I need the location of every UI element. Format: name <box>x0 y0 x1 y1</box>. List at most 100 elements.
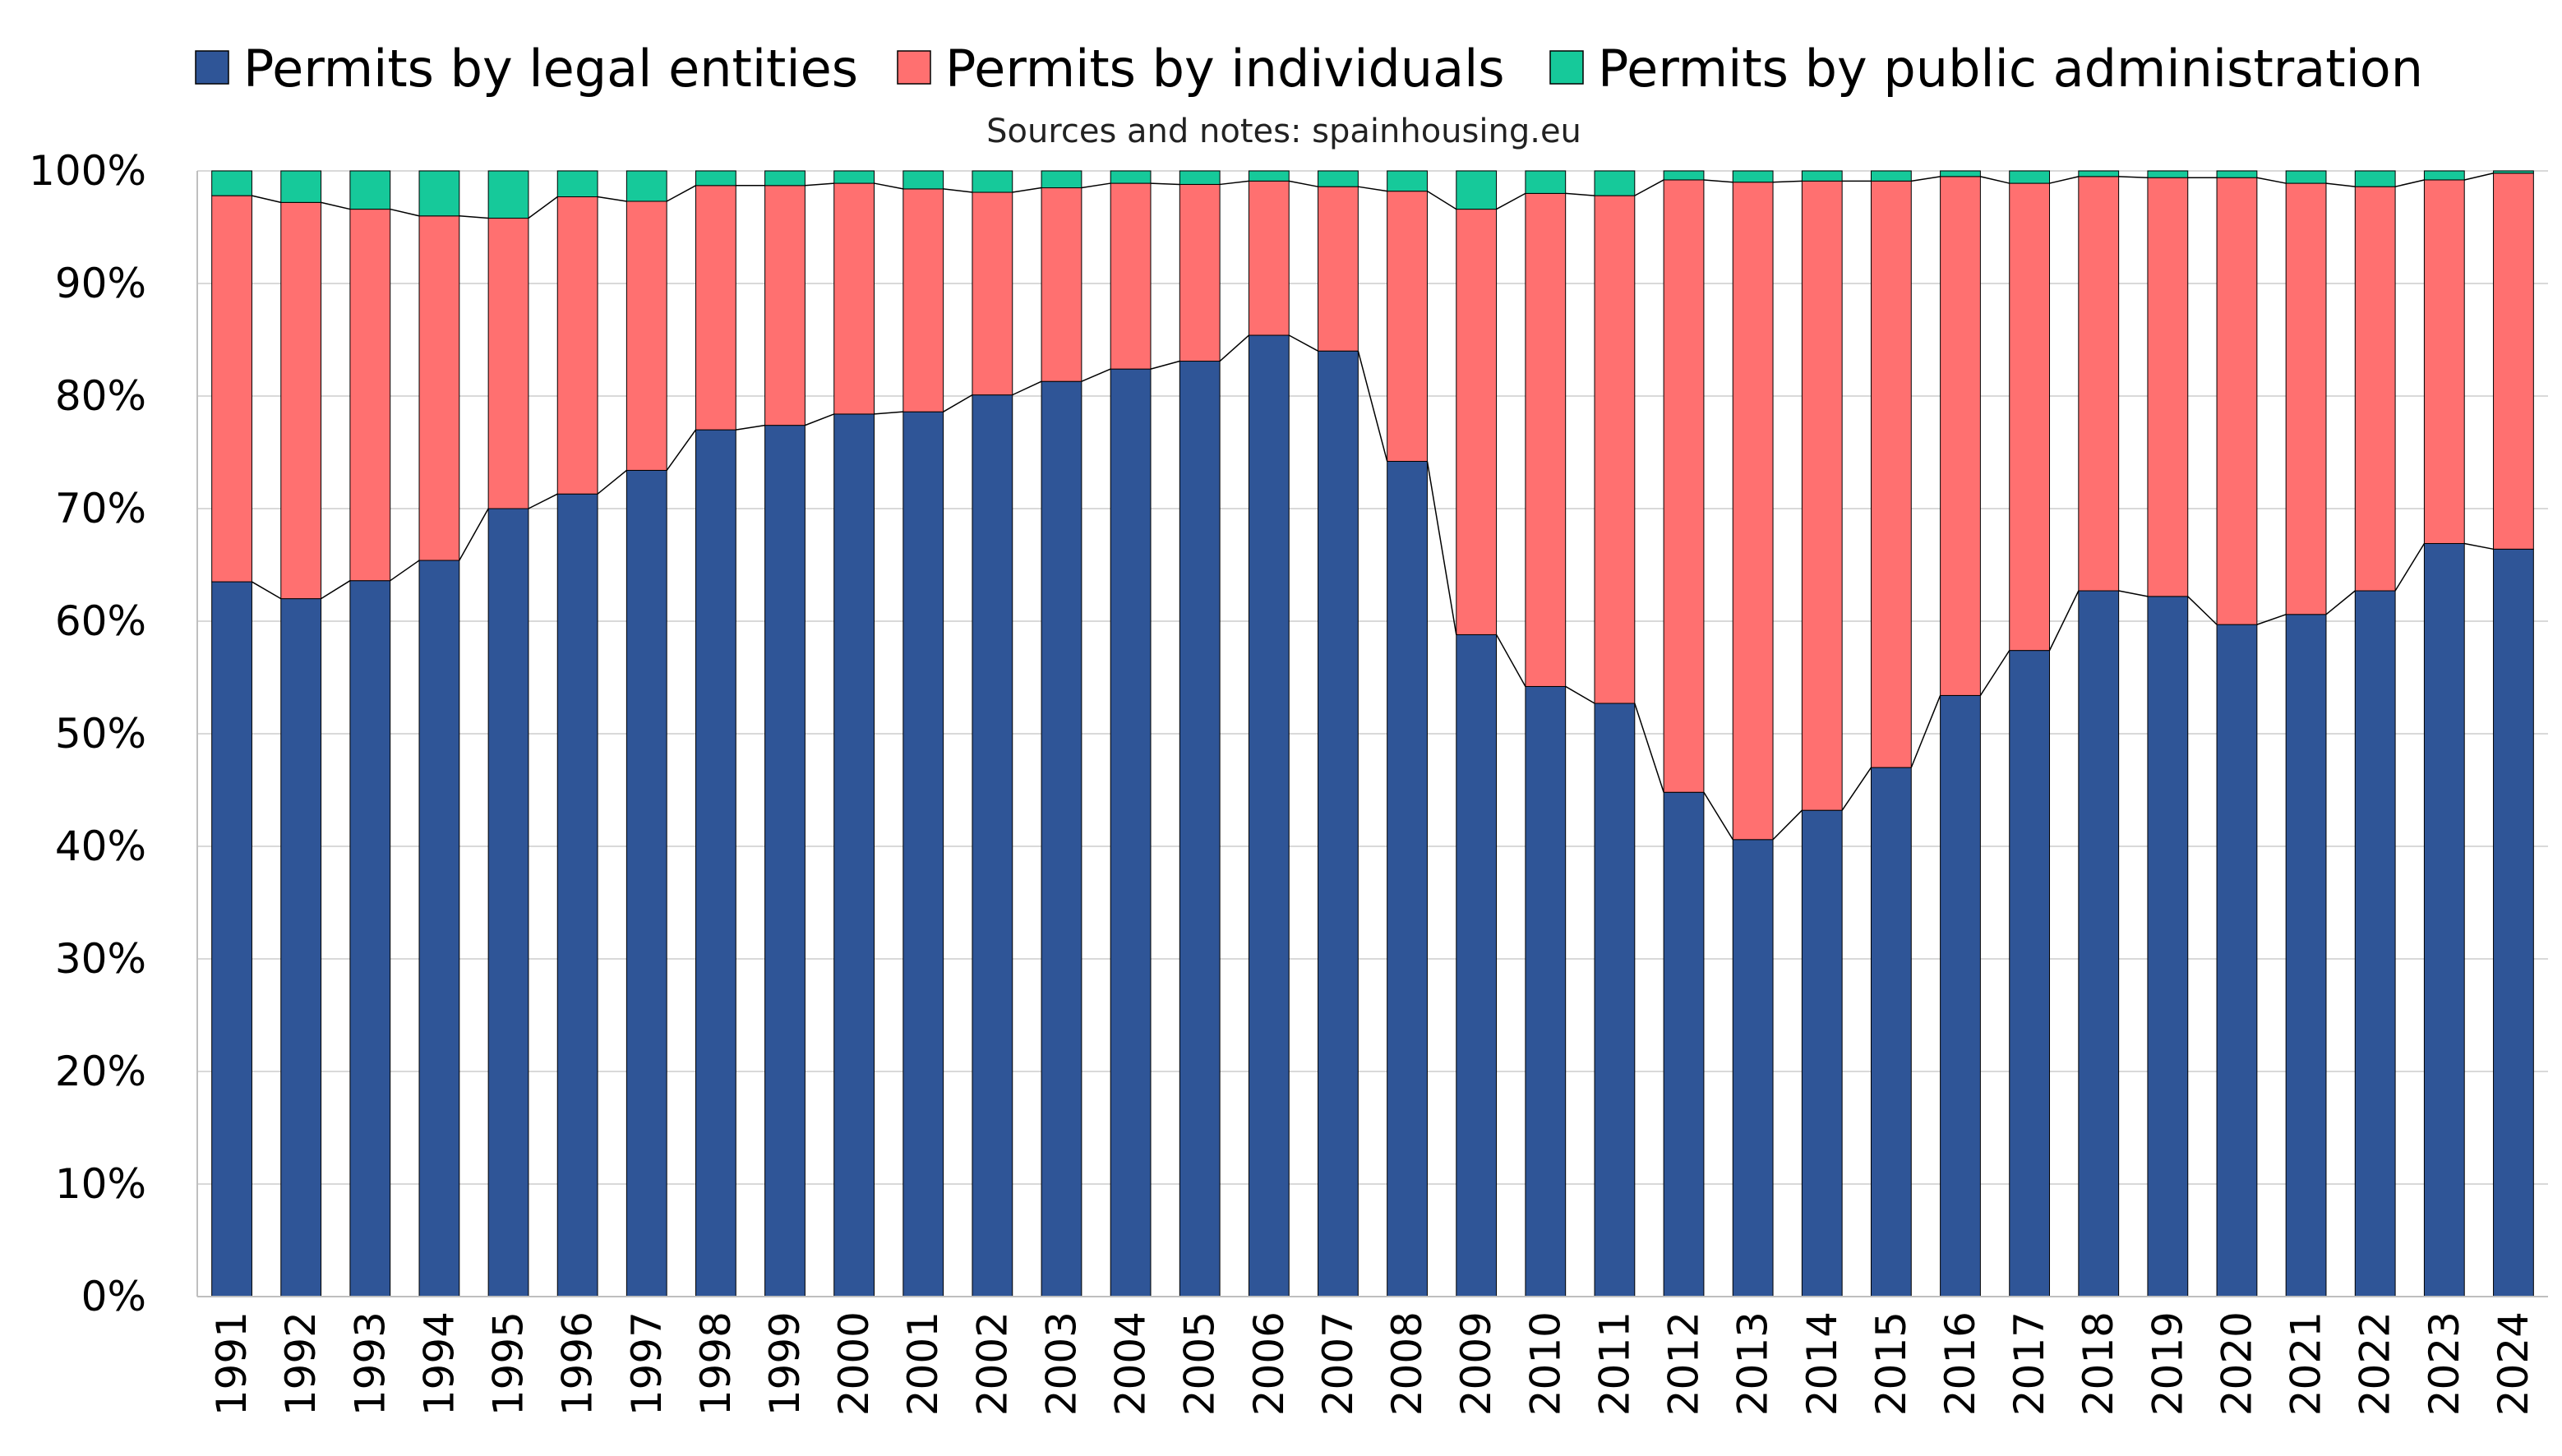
series-connector <box>1634 179 1664 196</box>
bar-segment-public-administration <box>556 170 598 198</box>
bar-segment-individuals <box>1179 183 1221 362</box>
bar-segment-legal-entities <box>625 469 667 1297</box>
x-tick-label: 2020 <box>2213 1311 2260 1416</box>
y-axis-ticks: 0% 10% 20% 30% 40% 50% 60% 70% 80% 90% 100% <box>29 147 146 1320</box>
bar-segment-public-administration <box>1594 170 1636 196</box>
x-tick-label: 1993 <box>346 1311 394 1416</box>
bar-segment-legal-entities <box>2009 650 2051 1297</box>
bar-segment-individuals <box>2493 173 2534 550</box>
bar-segment-public-administration <box>280 170 322 203</box>
bar-segment-public-administration <box>1110 170 1152 184</box>
bar-segment-individuals <box>625 200 667 471</box>
series-connector <box>528 196 558 219</box>
bar-segment-individuals <box>1387 191 1428 462</box>
bar-segment-individuals <box>2078 176 2120 592</box>
x-tick-label: 1991 <box>208 1311 256 1416</box>
bar-segment-individuals <box>2354 186 2396 592</box>
bar-segment-legal-entities <box>1110 368 1152 1297</box>
series-connector <box>1495 634 1526 687</box>
series-connector <box>2464 173 2494 181</box>
bar-segment-individuals <box>1663 179 1705 793</box>
bar-segment-legal-entities <box>1456 634 1498 1297</box>
series-connector <box>1634 703 1664 793</box>
x-tick-label: 2012 <box>1660 1311 1708 1416</box>
bar-segment-public-administration <box>1663 170 1705 181</box>
bar-segment-individuals <box>2423 179 2465 544</box>
bar-segment-public-administration <box>1870 170 1912 182</box>
series-connector <box>1565 685 1595 704</box>
series-connector <box>1220 180 1249 186</box>
series-connector <box>1980 176 2010 184</box>
bar-segment-individuals <box>556 196 598 495</box>
x-tick-label: 2016 <box>1937 1311 1984 1416</box>
gridlines <box>197 170 2548 1297</box>
bar-segment-public-administration <box>2285 170 2327 184</box>
bar-segment-individuals <box>1456 209 1498 635</box>
series-connector <box>1288 334 1318 352</box>
series-connector <box>1773 180 1803 183</box>
bar-segment-individuals <box>280 201 322 600</box>
series-connector <box>2394 543 2426 592</box>
bar-segment-public-administration <box>1801 170 1843 182</box>
series-connector <box>2049 176 2080 184</box>
bar-segment-public-administration <box>833 170 875 184</box>
series-connector <box>252 581 282 600</box>
series-connector <box>1841 767 1872 811</box>
series-connector <box>390 560 420 582</box>
series-connector <box>528 493 558 509</box>
bar-segment-individuals <box>695 185 736 431</box>
bar-segment-legal-entities <box>2078 590 2120 1297</box>
x-tick-label: 2000 <box>830 1311 878 1416</box>
bar-segment-individuals <box>764 185 806 426</box>
bar-segment-public-administration <box>1041 170 1083 189</box>
bar-segment-individuals <box>1732 182 1774 841</box>
bar-segment-public-administration <box>1179 170 1221 185</box>
series-connector <box>1150 360 1180 370</box>
series-connector <box>874 182 903 190</box>
series-connector <box>1357 351 1388 462</box>
bar-segment-legal-entities <box>556 493 598 1297</box>
bar-segment-legal-entities <box>1179 361 1221 1297</box>
x-tick-label: 1994 <box>415 1311 463 1416</box>
bar-segment-public-administration <box>1387 170 1428 192</box>
x-tick-label: 2003 <box>1037 1311 1085 1416</box>
x-tick-label: 2021 <box>2283 1311 2330 1416</box>
y-tick-label: 60% <box>55 597 146 645</box>
bar-segment-legal-entities <box>902 411 944 1297</box>
bar-segment-legal-entities <box>972 394 1013 1297</box>
bar-segment-legal-entities <box>2216 624 2258 1297</box>
bar-segment-legal-entities <box>1594 703 1636 1297</box>
bar-segment-public-administration <box>349 170 391 210</box>
series-connector <box>1150 182 1180 186</box>
bar-segment-individuals <box>1110 182 1152 370</box>
x-tick-label: 2002 <box>968 1311 1016 1416</box>
bar-segment-public-administration <box>1940 170 1981 177</box>
series-connector <box>390 208 420 217</box>
bar-segment-public-administration <box>2354 170 2396 187</box>
bar-segment-public-administration <box>2147 170 2189 178</box>
x-tick-label: 2019 <box>2144 1311 2191 1416</box>
bar-segment-legal-entities <box>2423 542 2465 1297</box>
bar-segment-legal-entities <box>1525 685 1567 1297</box>
bar-segment-public-administration <box>487 170 529 219</box>
bar-segment-individuals <box>1801 180 1843 811</box>
series-connector <box>459 508 489 561</box>
bar-segment-legal-entities <box>695 429 736 1297</box>
bar-segment-public-administration <box>1248 170 1290 182</box>
series-connector <box>2325 182 2356 187</box>
chart-subtitle: Sources and notes: spainhousing.eu <box>986 113 1581 150</box>
bar-segment-legal-entities <box>1318 350 1359 1297</box>
bar-segment-legal-entities <box>1801 809 1843 1297</box>
bar-segment-legal-entities <box>1732 839 1774 1297</box>
bar-segment-individuals <box>1318 186 1359 352</box>
bar-segment-legal-entities <box>2354 590 2396 1297</box>
x-tick-label: 2024 <box>2490 1311 2537 1416</box>
bar-segment-public-administration <box>1456 170 1498 210</box>
series-connector <box>597 469 627 495</box>
bar-segment-legal-entities <box>1248 334 1290 1297</box>
y-tick-label: 70% <box>55 485 146 532</box>
bar-segment-individuals <box>2285 182 2327 615</box>
axes <box>196 171 2548 1297</box>
x-tick-label: 2023 <box>2421 1311 2468 1416</box>
bar-segment-legal-entities <box>2493 548 2534 1297</box>
